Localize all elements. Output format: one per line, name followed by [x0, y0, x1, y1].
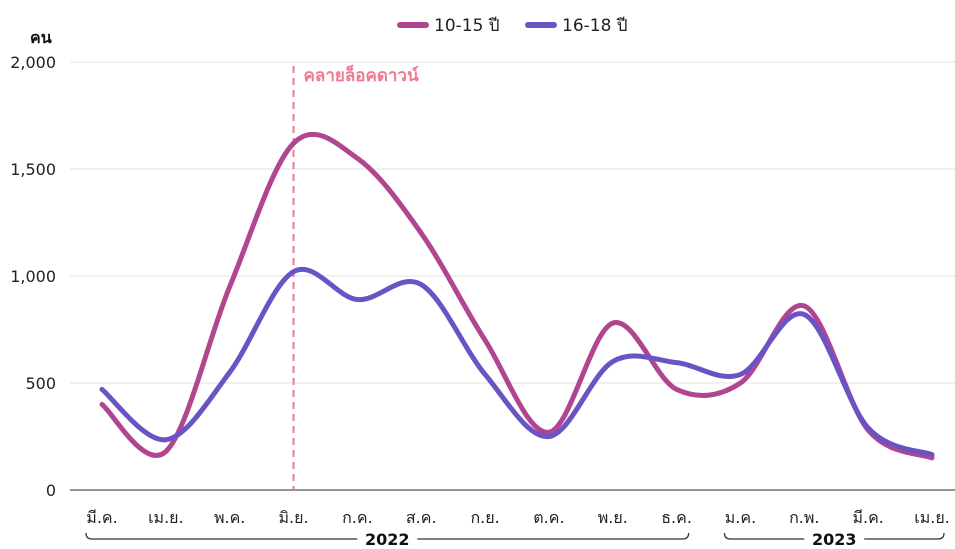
- x-tick-label: ก.พ.: [789, 508, 819, 527]
- x-tick-label: ส.ค.: [406, 508, 437, 527]
- x-tick-label: เม.ย.: [148, 508, 184, 527]
- series-line-16-18: [99, 266, 935, 458]
- annotation: คลายล็อคดาวน์: [292, 63, 419, 490]
- year-bracket-right: [417, 532, 690, 540]
- x-tick-label: มี.ค.: [852, 508, 883, 527]
- year-label: 2022: [365, 530, 410, 545]
- y-axis: 0 500 1,000 1,500 2,000: [10, 53, 56, 500]
- x-tick-label: ธ.ค.: [661, 508, 692, 527]
- x-tick-label: พ.ค.: [214, 508, 245, 527]
- grid-lines: [70, 61, 955, 491]
- year-bracket-left: [723, 532, 805, 540]
- year-brackets: 2022 2023: [85, 530, 945, 549]
- y-tick-label: 1,500: [10, 160, 56, 179]
- x-tick-label: มี.ค.: [86, 508, 117, 527]
- series-line-10-15: [99, 131, 935, 461]
- series-lines: [99, 131, 935, 461]
- x-tick-label: ก.ย.: [470, 508, 499, 527]
- x-tick-label: ก.ค.: [342, 508, 373, 527]
- x-tick-label: พ.ย.: [598, 508, 628, 527]
- y-axis-label: คน: [30, 28, 52, 47]
- legend: 10-15 ปี 16-18 ปี: [397, 16, 628, 36]
- legend-label: 10-15 ปี: [434, 16, 500, 36]
- year-bracket-left: [85, 532, 358, 540]
- x-tick-label: ม.ค.: [725, 508, 756, 527]
- y-tick-label: 0: [46, 481, 56, 500]
- year-label: 2023: [812, 530, 857, 545]
- y-tick-label: 1,000: [10, 267, 56, 286]
- x-tick-label: ต.ค.: [533, 508, 564, 527]
- y-tick-label: 2,000: [10, 53, 56, 72]
- legend-label: 16-18 ปี: [562, 16, 628, 36]
- annotation-label: คลายล็อคดาวน์: [304, 63, 419, 86]
- x-axis: มี.ค. เม.ย. พ.ค. มิ.ย. ก.ค. ส.ค. ก.ย. ต.ค. พ.ย. ธ…: [86, 508, 949, 527]
- x-tick-label: มิ.ย.: [278, 508, 308, 527]
- y-tick-label: 500: [25, 374, 56, 393]
- year-bracket-right: [864, 532, 945, 540]
- x-tick-label: เม.ย.: [914, 508, 950, 527]
